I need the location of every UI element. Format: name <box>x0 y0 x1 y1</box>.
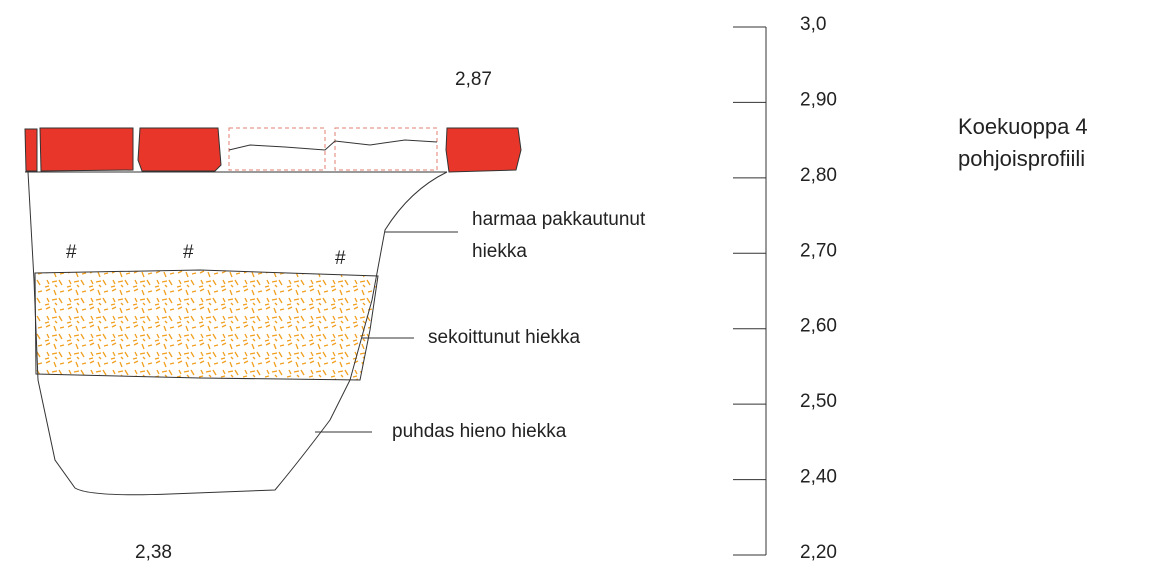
scale-label: 2,70 <box>800 240 837 261</box>
scale-label: 2,80 <box>800 165 837 186</box>
scale: 3,0 2,90 2,80 2,70 2,60 2,50 2,40 2,20 <box>733 14 837 563</box>
surface-line <box>228 139 438 151</box>
scale-label: 3,0 <box>800 14 826 35</box>
layer-label: sekoittunut hiekka <box>428 327 581 348</box>
elevation-label: 2,87 <box>455 69 492 90</box>
layer-label: hiekka <box>472 241 527 262</box>
title: Koekuoppa 4 <box>958 114 1088 139</box>
marker: # <box>335 248 346 269</box>
missing-bricks <box>228 127 438 171</box>
layer-label: puhdas hieno hiekka <box>392 421 567 442</box>
scale-label: 2,60 <box>800 316 837 337</box>
scale-label: 2,20 <box>800 542 837 563</box>
pit-outline <box>27 171 448 496</box>
title: pohjoisprofiili <box>958 146 1085 171</box>
brick-row <box>24 127 522 173</box>
scale-label: 2,40 <box>800 467 837 488</box>
scale-label: 2,50 <box>800 391 837 412</box>
marker: # <box>66 242 77 263</box>
scale-label: 2,90 <box>800 89 837 110</box>
sand-layer <box>34 269 379 381</box>
marker: # <box>183 242 194 263</box>
elevation-label: 2,38 <box>135 542 172 563</box>
layer-label: harmaa pakkautunut <box>472 209 646 230</box>
